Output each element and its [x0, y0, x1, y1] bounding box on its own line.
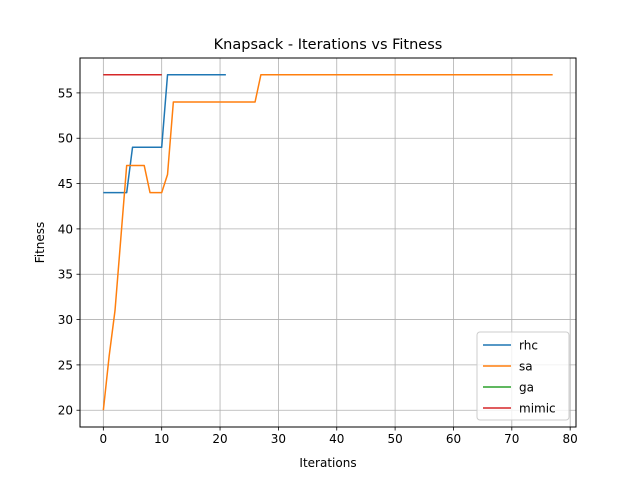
x-tick-label: 10	[154, 432, 169, 446]
y-tick-label: 30	[58, 313, 73, 327]
x-tick-label: 50	[387, 432, 402, 446]
x-tick-label: 70	[504, 432, 519, 446]
y-tick-label: 55	[58, 86, 73, 100]
legend-label-mimic: mimic	[519, 402, 556, 416]
x-tick-label: 60	[446, 432, 461, 446]
series-line-sa	[102, 74, 553, 411]
x-axis-ticks: 0 10 20 30 40 50 60 70 80	[100, 427, 578, 446]
legend-label-ga: ga	[519, 381, 534, 395]
x-tick-label: 30	[271, 432, 286, 446]
y-tick-label: 25	[58, 358, 73, 372]
y-tick-label: 40	[58, 222, 73, 236]
chart-title: Knapsack - Iterations vs Fitness	[214, 37, 443, 53]
x-tick-label: 20	[212, 432, 227, 446]
legend: rhc sa ga mimic	[476, 331, 570, 421]
axes-frame	[79, 57, 577, 428]
legend-label-sa: sa	[519, 360, 533, 374]
x-axis-label: Iterations	[299, 456, 356, 470]
y-tick-label: 50	[58, 132, 73, 146]
y-axis-label: Fitness	[33, 222, 47, 264]
x-tick-label: 0	[100, 432, 108, 446]
series-lines	[102, 74, 553, 411]
legend-label-rhc: rhc	[519, 339, 538, 353]
x-tick-label: 40	[329, 432, 344, 446]
legend-box	[476, 331, 570, 421]
y-tick-label: 35	[58, 268, 73, 282]
y-tick-label: 20	[58, 404, 73, 418]
y-axis-ticks: 20 25 30 35 40 45 50 55	[58, 86, 80, 418]
y-tick-label: 45	[58, 177, 73, 191]
x-tick-label: 80	[563, 432, 578, 446]
